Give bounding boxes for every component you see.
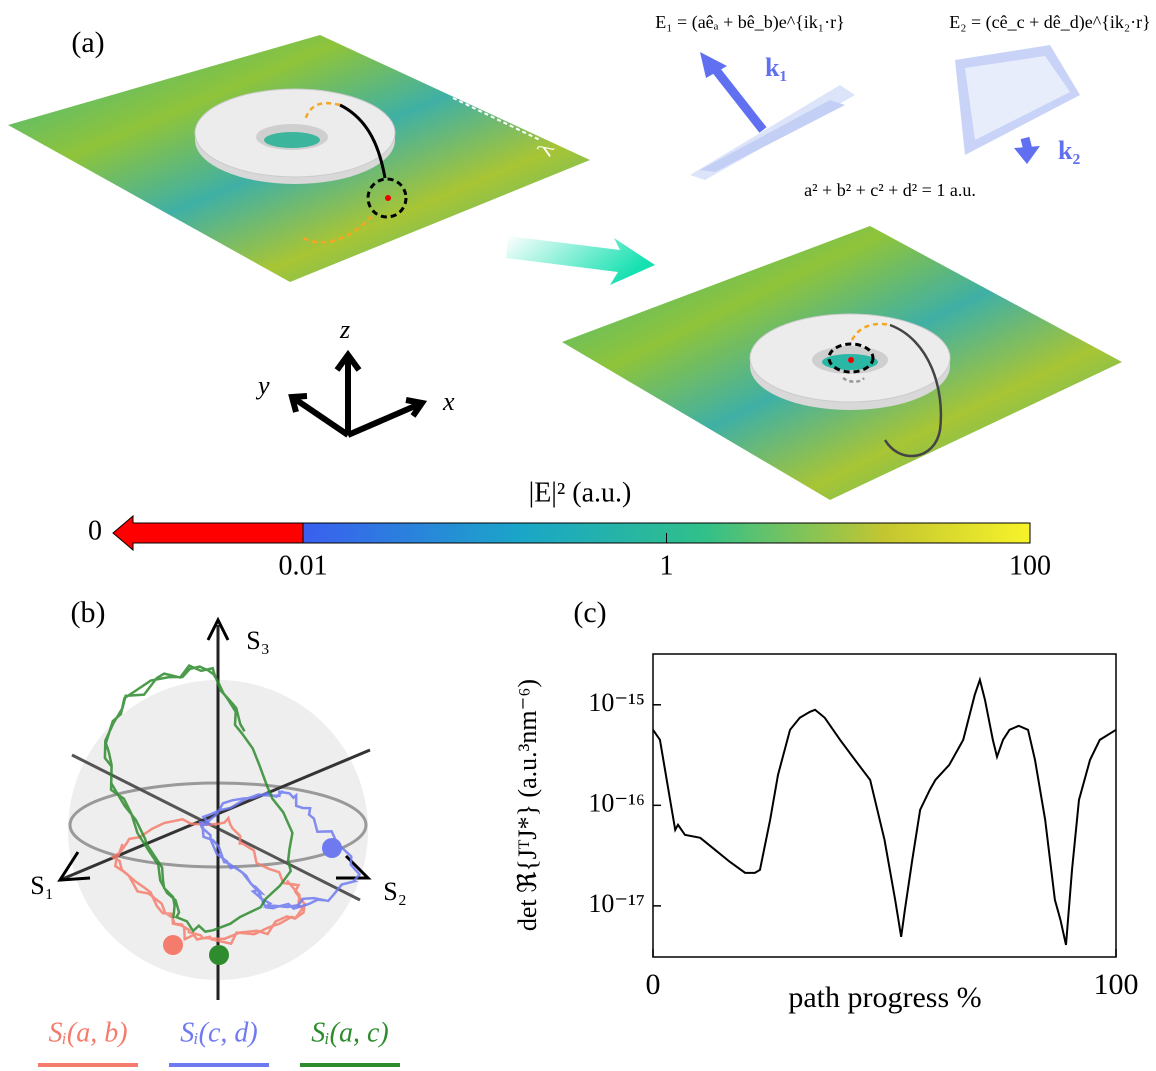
equation: E₂ = (cê_c + dê_d)e^{ik₂·r}: [949, 12, 1151, 33]
start-point: [322, 838, 342, 858]
wavevector-label: k₁: [765, 53, 787, 82]
legend-label: Sᵢ(a, b): [48, 1017, 127, 1048]
x-tick-label: 0: [646, 968, 661, 1001]
y-tick-label: 10⁻¹⁷: [588, 889, 645, 918]
axis-label: x: [442, 387, 455, 416]
colorbar-tick-label: 0.01: [279, 550, 328, 581]
field-plane-left: [8, 35, 590, 282]
colorbar-tick-label: 1: [660, 550, 674, 581]
axis-label: z: [339, 315, 350, 344]
x-tick-label: 100: [1094, 968, 1139, 1001]
axis-label: S₂: [383, 877, 407, 906]
start-point: [209, 945, 229, 965]
transition-arrow: [506, 236, 655, 285]
wavevector-label: k₂: [1058, 136, 1080, 165]
y-tick-label: 10⁻¹⁵: [588, 688, 645, 717]
data-line: [653, 680, 1116, 945]
x-axis-label: path progress %: [788, 981, 981, 1014]
axis-label: S₃: [246, 626, 270, 655]
axis-label: y: [255, 371, 270, 400]
panel-label: (b): [71, 596, 106, 629]
legend-label: Sᵢ(a, c): [311, 1017, 389, 1048]
legend-label: Sᵢ(c, d): [180, 1017, 258, 1048]
colorbar: [113, 516, 1030, 550]
normalization: a² + b² + c² + d² = 1 a.u.: [804, 180, 976, 200]
figure: (a) (b) (c) E₁ = (aêₐ + bê_b)e^{ik₁·r} E…: [0, 0, 1156, 1071]
colorbar-label: |E|² (a.u.): [529, 477, 632, 508]
plot-frame: [653, 654, 1116, 957]
colorbar-tick-label: 100: [1009, 550, 1051, 581]
start-point: [163, 935, 183, 955]
polarization-icons: [690, 45, 1080, 180]
panel-label: (a): [71, 26, 104, 59]
colorbar-tick-label: 0: [88, 515, 102, 546]
y-tick-label: 10⁻¹⁶: [588, 788, 645, 817]
coordinate-axes: [292, 355, 422, 435]
panel-label: (c): [573, 596, 606, 629]
equation: E₁ = (aêₐ + bê_b)e^{ik₁·r}: [655, 12, 844, 33]
y-axis-label: det ℜ{JᵀJ*} (a.u.³nm⁻⁶): [513, 679, 542, 931]
axis-label: S₁: [30, 871, 54, 900]
